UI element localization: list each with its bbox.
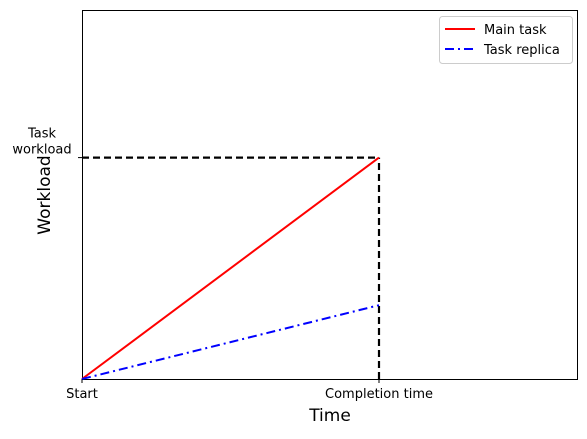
legend-label-2: Task replica	[483, 43, 560, 58]
x-tick-label-2: Completion time	[325, 387, 433, 402]
y-tick-label-1: Task workload	[12, 127, 71, 158]
reference-lines	[82, 156, 381, 379]
legend: Main task Task replica	[439, 16, 573, 64]
legend-label-1: Main task	[484, 23, 547, 38]
plot-frame	[82, 10, 578, 380]
series-lines	[81, 156, 380, 380]
series-line-task-replica	[81, 304, 380, 380]
y-axis-label: Workload	[35, 155, 55, 234]
x-tick-label-1: Start	[66, 387, 98, 402]
x-axis-label: Time	[308, 406, 351, 426]
series-line-main-task	[81, 156, 380, 380]
x-axis-ticks: Start Completion time	[66, 379, 433, 402]
y-axis-ticks: Task workload	[12, 127, 82, 159]
